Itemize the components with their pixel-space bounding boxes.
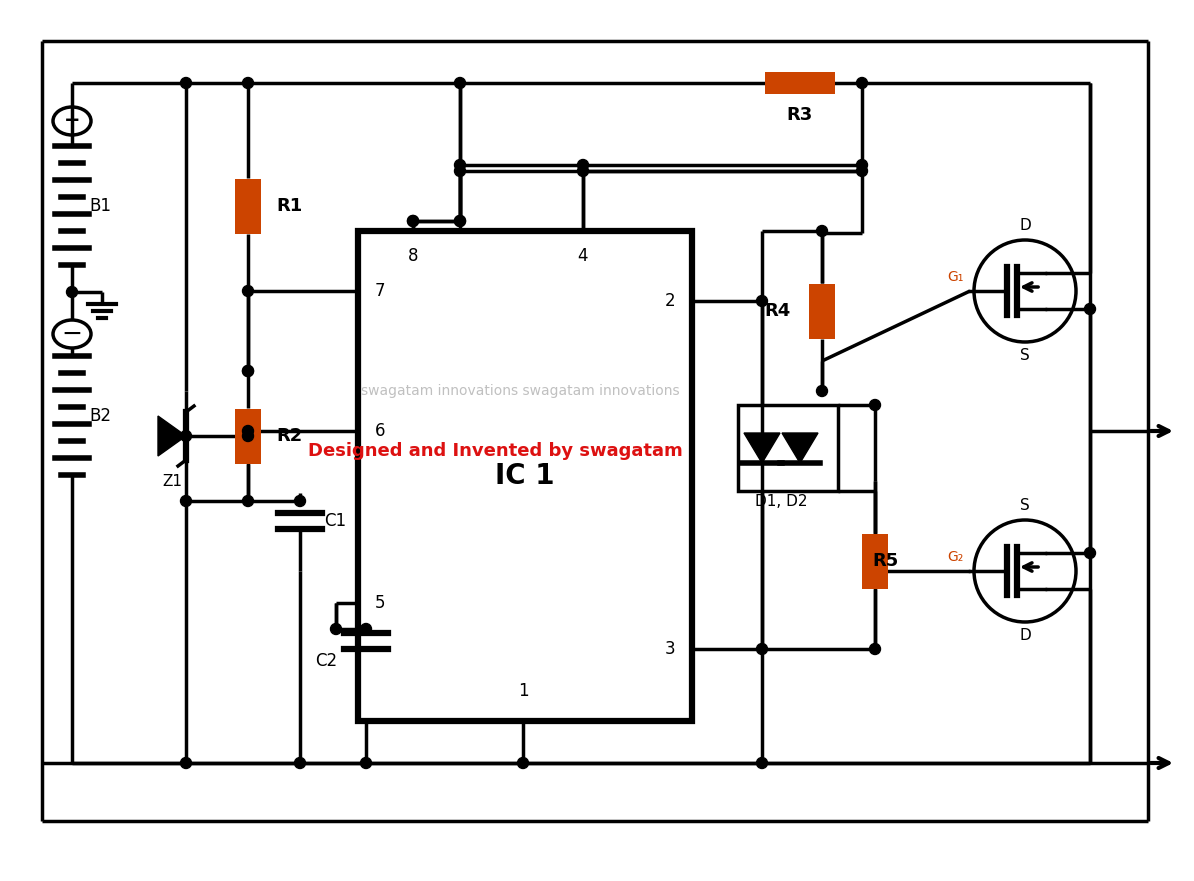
Text: IC 1: IC 1 <box>496 462 555 490</box>
Circle shape <box>869 399 880 411</box>
Circle shape <box>757 643 768 655</box>
Circle shape <box>455 216 466 226</box>
Text: −: − <box>62 322 82 346</box>
Circle shape <box>455 216 466 226</box>
Circle shape <box>242 285 253 297</box>
Text: D: D <box>1020 628 1030 643</box>
Circle shape <box>295 758 306 768</box>
Text: S: S <box>1020 499 1030 514</box>
Circle shape <box>180 758 191 768</box>
Circle shape <box>242 495 253 507</box>
Circle shape <box>331 624 341 634</box>
Text: G₂: G₂ <box>947 550 964 564</box>
Circle shape <box>455 159 466 171</box>
Circle shape <box>242 78 253 88</box>
Text: R4: R4 <box>764 302 790 320</box>
Circle shape <box>578 159 589 171</box>
Text: swagatam innovations swagatam innovations: swagatam innovations swagatam innovation… <box>361 384 679 398</box>
Bar <box>810 284 835 338</box>
Text: Z1: Z1 <box>162 473 181 488</box>
Circle shape <box>242 431 253 441</box>
Polygon shape <box>744 433 780 463</box>
Circle shape <box>856 159 868 171</box>
Polygon shape <box>782 433 818 463</box>
Bar <box>235 179 261 233</box>
Text: B1: B1 <box>90 197 111 215</box>
Circle shape <box>817 226 827 236</box>
Circle shape <box>180 78 191 88</box>
Circle shape <box>856 78 868 88</box>
Circle shape <box>869 643 880 655</box>
Circle shape <box>757 758 768 768</box>
Circle shape <box>407 216 419 226</box>
Circle shape <box>407 216 419 226</box>
Circle shape <box>295 495 306 507</box>
Text: R1: R1 <box>277 197 303 215</box>
Bar <box>358 231 693 721</box>
Circle shape <box>856 166 868 176</box>
Text: 1: 1 <box>518 682 528 700</box>
Text: 8: 8 <box>407 247 418 265</box>
Text: D: D <box>1020 218 1030 233</box>
Circle shape <box>757 295 768 307</box>
Text: 3: 3 <box>665 640 676 658</box>
Bar <box>738 405 838 491</box>
Circle shape <box>180 431 191 441</box>
Circle shape <box>180 495 191 507</box>
Text: S: S <box>1020 349 1030 364</box>
Text: 4: 4 <box>578 247 589 265</box>
Text: C1: C1 <box>324 512 346 530</box>
Circle shape <box>242 366 253 376</box>
Circle shape <box>455 166 466 176</box>
Circle shape <box>361 624 371 634</box>
Text: C2: C2 <box>315 652 337 670</box>
Bar <box>862 534 888 589</box>
Circle shape <box>1084 303 1096 315</box>
Polygon shape <box>158 416 186 456</box>
Text: 5: 5 <box>375 594 386 612</box>
Circle shape <box>578 166 589 176</box>
Text: B2: B2 <box>90 407 111 425</box>
Text: 6: 6 <box>375 422 386 440</box>
Text: Designed and Invented by swagatam: Designed and Invented by swagatam <box>308 442 683 460</box>
Text: +: + <box>63 112 80 130</box>
Circle shape <box>67 286 78 298</box>
Circle shape <box>1084 547 1096 559</box>
Circle shape <box>455 78 466 88</box>
Bar <box>235 409 261 463</box>
Circle shape <box>242 426 253 436</box>
Circle shape <box>361 758 371 768</box>
Text: 2: 2 <box>665 292 676 310</box>
Text: R3: R3 <box>787 106 813 124</box>
Circle shape <box>242 366 253 376</box>
Circle shape <box>817 386 827 396</box>
Text: 7: 7 <box>375 282 386 300</box>
Circle shape <box>517 758 529 768</box>
Text: D1, D2: D1, D2 <box>755 493 807 508</box>
Text: R2: R2 <box>277 427 303 445</box>
Text: R5: R5 <box>872 552 898 570</box>
Bar <box>765 72 835 94</box>
Text: G₁: G₁ <box>947 270 964 284</box>
